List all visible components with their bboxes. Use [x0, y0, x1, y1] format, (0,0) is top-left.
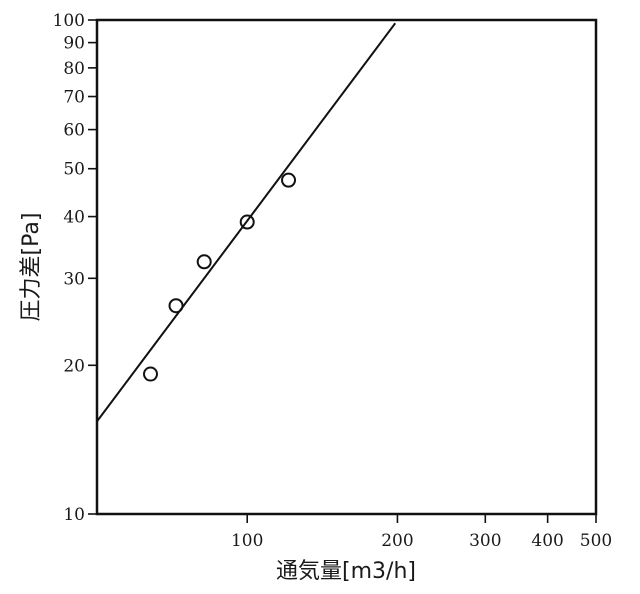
y-tick-label: 70	[63, 88, 85, 108]
series-layer	[96, 22, 397, 422]
y-tick-label: 90	[63, 34, 85, 54]
y-tick-label: 50	[63, 160, 85, 180]
y-tick-label: 30	[63, 269, 85, 289]
x-tick-label: 500	[580, 531, 612, 551]
y-tick-label: 20	[63, 356, 85, 376]
y-tick-label: 60	[63, 121, 85, 141]
x-tick-label: 300	[469, 531, 501, 551]
data-point	[196, 254, 212, 270]
x-tick-label: 200	[381, 531, 413, 551]
x-tick-label: 400	[531, 531, 563, 551]
data-point	[281, 172, 297, 188]
y-tick-label: 10	[63, 505, 85, 525]
y-tick-label: 80	[63, 59, 85, 79]
x-axis: 100 200 300 400 500	[231, 514, 612, 551]
plot-frame	[95, 18, 598, 516]
data-point	[142, 366, 158, 382]
y-axis-title: 圧力差[Pa]	[19, 213, 44, 322]
y-axis: 10 20 30 40 50 60 70 80 90 100	[53, 11, 97, 525]
x-axis-title: 通気量[m3/h]	[276, 559, 416, 584]
x-tick-label: 100	[231, 531, 263, 551]
fit-line	[96, 22, 397, 422]
y-tick-label: 40	[63, 208, 85, 228]
data-point	[239, 214, 255, 230]
y-tick-label: 100	[53, 11, 85, 31]
plot-area	[95, 18, 598, 516]
